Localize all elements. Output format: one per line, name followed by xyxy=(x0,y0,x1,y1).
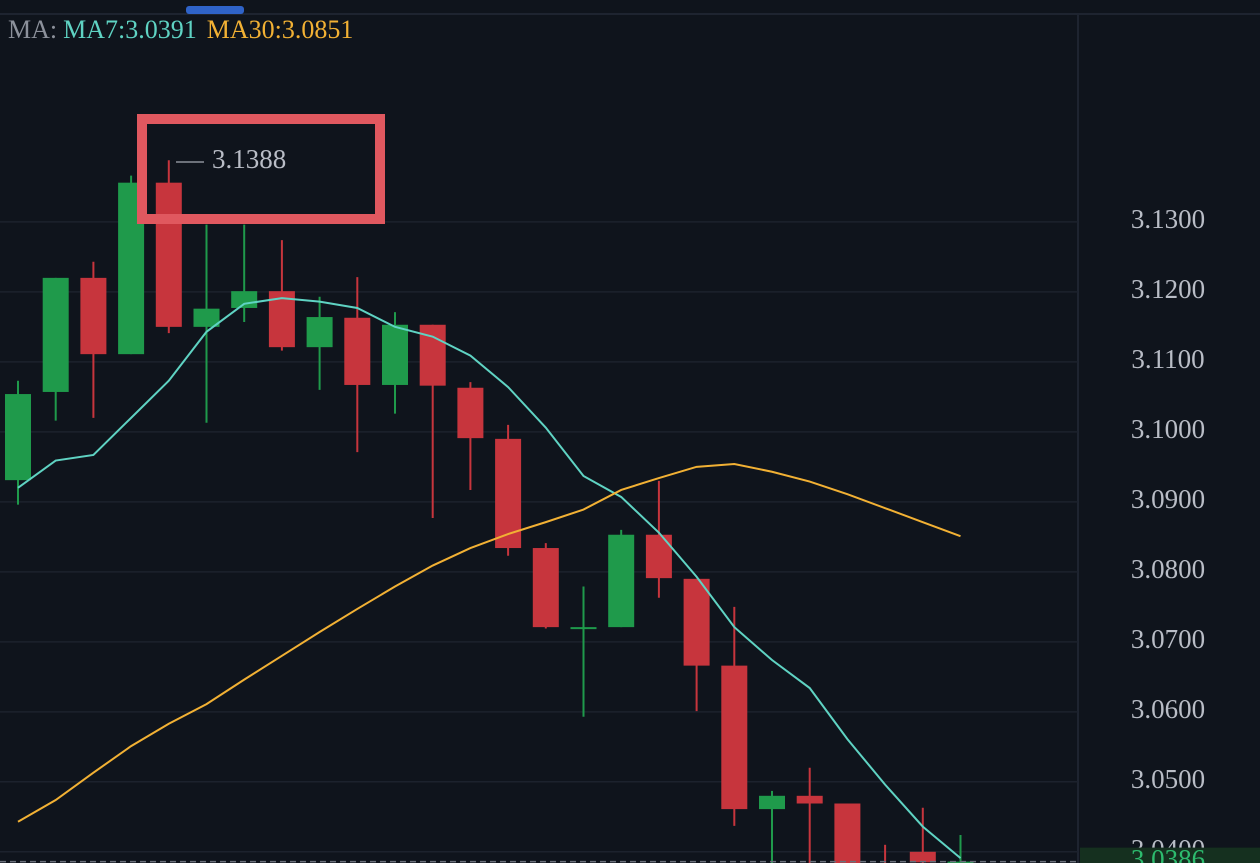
candle-body xyxy=(306,317,333,348)
candle-body xyxy=(495,438,522,549)
ma-line xyxy=(17,297,962,859)
candle-body xyxy=(42,277,69,392)
candle-body xyxy=(796,795,823,804)
candle-body xyxy=(193,308,220,327)
plot-area xyxy=(0,160,1078,863)
y-tick-label: 3.1000 xyxy=(1131,414,1205,444)
candle-body xyxy=(80,277,107,355)
legend-label: MA: xyxy=(8,15,57,44)
tab-indicator xyxy=(186,6,244,14)
legend: MA: MA7:3.0391 MA30:3.0851 xyxy=(8,15,353,44)
candle-body xyxy=(532,548,559,628)
candle-body xyxy=(268,291,295,348)
candle-body xyxy=(457,387,484,439)
legend-entry: MA30:3.0851 xyxy=(207,15,354,44)
y-tick-label: 3.0600 xyxy=(1131,694,1205,724)
last-price-box xyxy=(1080,847,1260,863)
candle-body xyxy=(759,795,785,810)
candle-body xyxy=(608,534,635,628)
candle-body xyxy=(344,317,371,385)
y-tick-label: 3.1300 xyxy=(1131,204,1205,234)
legend-entry: MA7:3.0391 xyxy=(63,15,197,44)
y-tick-label: 3.0700 xyxy=(1131,624,1205,654)
max-price-label: 3.1388 xyxy=(212,144,286,174)
y-tick-label: 3.1100 xyxy=(1131,344,1204,374)
y-tick-label: 3.1200 xyxy=(1131,274,1205,304)
candle-body xyxy=(834,803,861,863)
candle-body xyxy=(570,627,597,630)
y-axis: 3.1300 3.1200 3.1100 3.1000 3.0900 3.0800 3.07… xyxy=(1080,204,1260,863)
candle-body xyxy=(382,324,408,385)
y-tick-label: 3.0500 xyxy=(1131,764,1205,794)
ma-line xyxy=(17,463,961,823)
highlight-box xyxy=(137,114,385,224)
candle-body xyxy=(231,291,258,308)
candle-body xyxy=(645,534,672,579)
candle-body xyxy=(155,182,182,327)
y-tick-label: 3.0800 xyxy=(1131,554,1205,584)
last-price-label: 3.0386 xyxy=(1131,844,1205,863)
candle-body xyxy=(721,665,748,810)
candle-body xyxy=(5,394,31,481)
candle-body xyxy=(909,851,936,863)
y-tick-label: 3.0900 xyxy=(1131,484,1205,514)
candle-body xyxy=(683,578,710,666)
